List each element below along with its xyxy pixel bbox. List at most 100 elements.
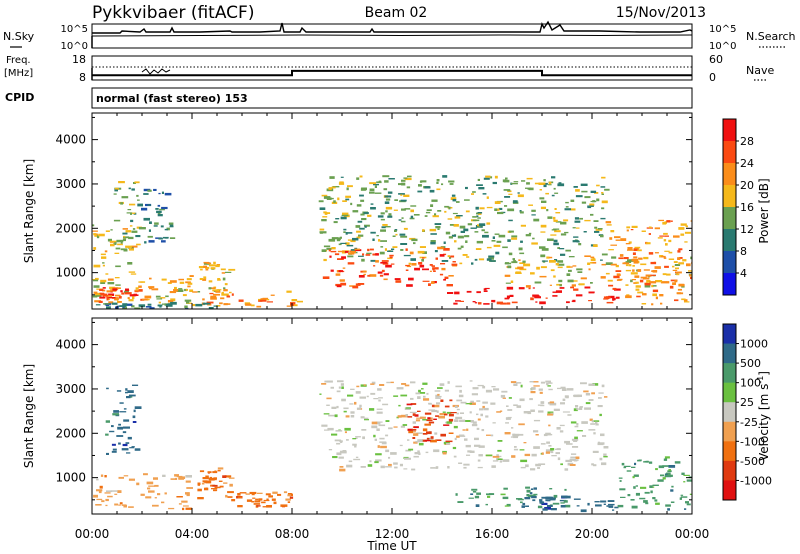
echo-cell [226,295,231,298]
y-tick-label: 1000 [55,471,86,485]
echo-cell [208,287,212,290]
echo-cell [632,476,635,479]
echo-cell [641,303,647,305]
echo-cell [477,178,480,181]
colorbar-label: 24 [740,157,754,170]
echo-cell [220,297,225,300]
echo-cell [237,505,243,508]
echo-cell [510,280,514,283]
echo-cell [662,477,666,480]
echo-cell [553,187,556,190]
echo-cell [359,175,363,178]
echo-cell [560,386,566,389]
echo-cell [107,278,114,281]
echo-cell [639,497,646,500]
echo-cell [184,307,189,309]
echo-cell [369,460,372,463]
echo-cell [632,252,636,255]
echo-cell [667,474,673,477]
echo-cell [637,291,644,294]
echo-cell [593,464,597,467]
echo-cell [689,274,692,277]
echo-cell [673,235,680,238]
echo-cell [685,501,689,504]
echo-cell [668,258,675,260]
echo-cell [192,304,196,307]
echo-cell [131,188,135,191]
echo-cell [614,288,621,291]
echo-cell [559,248,565,250]
echo-cell [578,283,585,286]
echo-cell [442,452,447,455]
echo-cell [117,490,122,493]
echo-cell [381,269,385,273]
echo-cell [277,493,282,496]
echo-cell [662,465,669,467]
echo-cell [495,251,500,255]
echo-cell [550,234,557,236]
echo-cell [321,194,328,197]
echo-cell [475,248,482,250]
echo-cell [502,459,510,462]
echo-cell [347,239,353,241]
echo-cell [353,458,361,461]
echo-cell [635,485,638,487]
echo-cell [492,460,499,462]
echo-cell [125,245,132,248]
echo-cell [575,294,583,297]
echo-cell [178,288,183,290]
echo-cell [355,225,361,228]
echo-cell [410,397,414,400]
echo-cell [170,224,174,227]
colorbar-label: 12 [740,223,754,236]
echo-cell [154,222,159,225]
echo-cell [408,262,412,265]
echo-cell [590,282,593,284]
echo-cell [531,209,536,212]
echo-cell [615,264,619,268]
echo-cell [502,397,506,399]
echo-cell [286,290,292,293]
echo-cell [113,410,119,413]
echo-cell [478,258,485,261]
echo-cell [564,468,569,471]
freq-left-tick-bottom: 8 [79,71,86,84]
echo-cell [213,477,217,480]
echo-cell [138,285,142,288]
echo-cell [504,297,510,300]
echo-cell [228,477,235,479]
echo-cell [472,387,479,390]
echo-cell [350,411,355,414]
echo-cell [447,292,454,294]
echo-cell [123,236,130,239]
echo-cell [680,496,688,498]
echo-cell [209,292,214,295]
echo-cell [481,429,485,432]
echo-cell [485,175,491,178]
echo-cell [112,413,119,416]
echo-cell [197,484,200,486]
echo-cell [492,455,500,458]
echo-cell [413,441,418,444]
echo-cell [340,282,347,286]
echo-cell [158,192,161,195]
echo-cell [347,262,355,265]
echo-cell [347,185,353,188]
echo-cell [185,507,193,510]
echo-cell [605,262,613,265]
echo-cell [566,301,570,304]
echo-cell [401,217,404,219]
echo-cell [470,400,474,403]
echo-cell [435,466,439,469]
echo-cell [203,276,207,280]
echo-cell [364,225,367,228]
echo-cell [455,416,463,419]
echo-cell [387,257,393,260]
echo-cell [424,412,432,415]
echo-cell [648,233,651,235]
colorbar-bin [723,163,736,186]
echo-cell [622,262,630,265]
echo-cell [519,398,525,402]
echo-cell [446,411,452,414]
